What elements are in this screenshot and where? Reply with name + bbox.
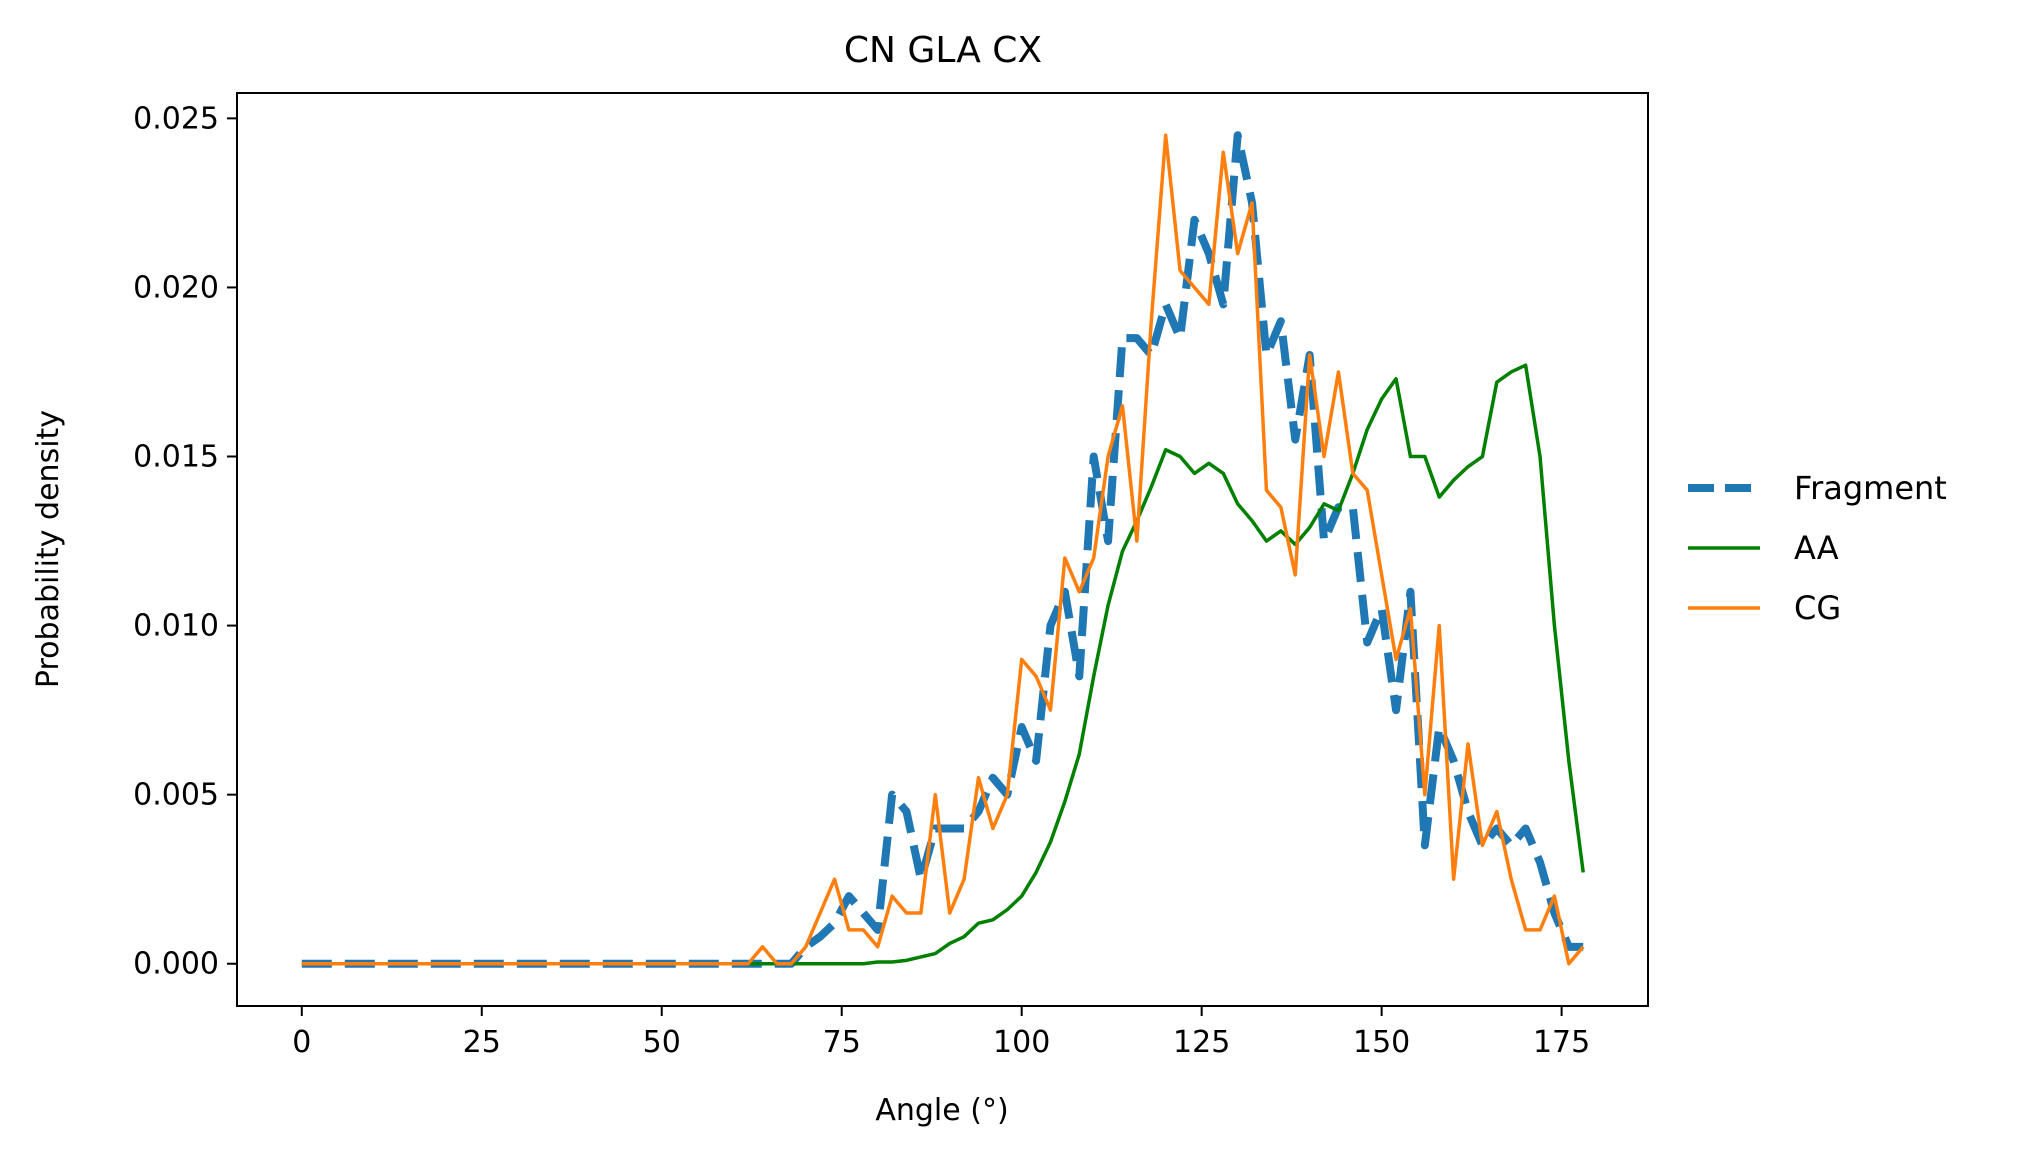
x-axis-label: Angle (°) — [875, 1093, 1008, 1128]
chart-title: CN GLA CX — [844, 30, 1042, 71]
legend-label-aa: AA — [1794, 529, 1839, 567]
legend-label-cg: CG — [1794, 589, 1841, 627]
plot-area — [236, 92, 1649, 1007]
y-tick-label: 0.025 — [133, 101, 219, 136]
y-tick-label: 0.000 — [133, 947, 219, 982]
y-tick-label: 0.020 — [133, 270, 219, 305]
series-line-cg — [301, 133, 1585, 966]
x-tick-label: 0 — [292, 1025, 311, 1060]
plot-frame — [236, 92, 1649, 1007]
y-tick-label: 0.015 — [133, 440, 219, 475]
x-tick-label: 25 — [463, 1025, 501, 1060]
x-tick-label: 150 — [1353, 1025, 1410, 1060]
y-tick-label: 0.010 — [133, 609, 219, 644]
x-tick-label: 50 — [643, 1025, 681, 1060]
x-tick-label: 75 — [823, 1025, 861, 1060]
x-axis: 0 25 50 75 100 125 150 175 — [292, 1006, 1590, 1060]
y-tick-label: 0.005 — [133, 778, 219, 813]
legend-label-fragment: Fragment — [1794, 469, 1947, 507]
x-tick-label: 125 — [1173, 1025, 1230, 1060]
x-tick-label: 100 — [993, 1025, 1050, 1060]
y-axis: 0.000 0.005 0.010 0.015 0.020 0.025 — [133, 101, 237, 982]
series-line-fragment — [301, 131, 1584, 968]
y-axis-label: Probability density — [31, 410, 66, 688]
series-layer — [301, 131, 1585, 968]
legend: Fragment AA CG — [1688, 469, 1947, 627]
x-tick-label: 175 — [1533, 1025, 1590, 1060]
